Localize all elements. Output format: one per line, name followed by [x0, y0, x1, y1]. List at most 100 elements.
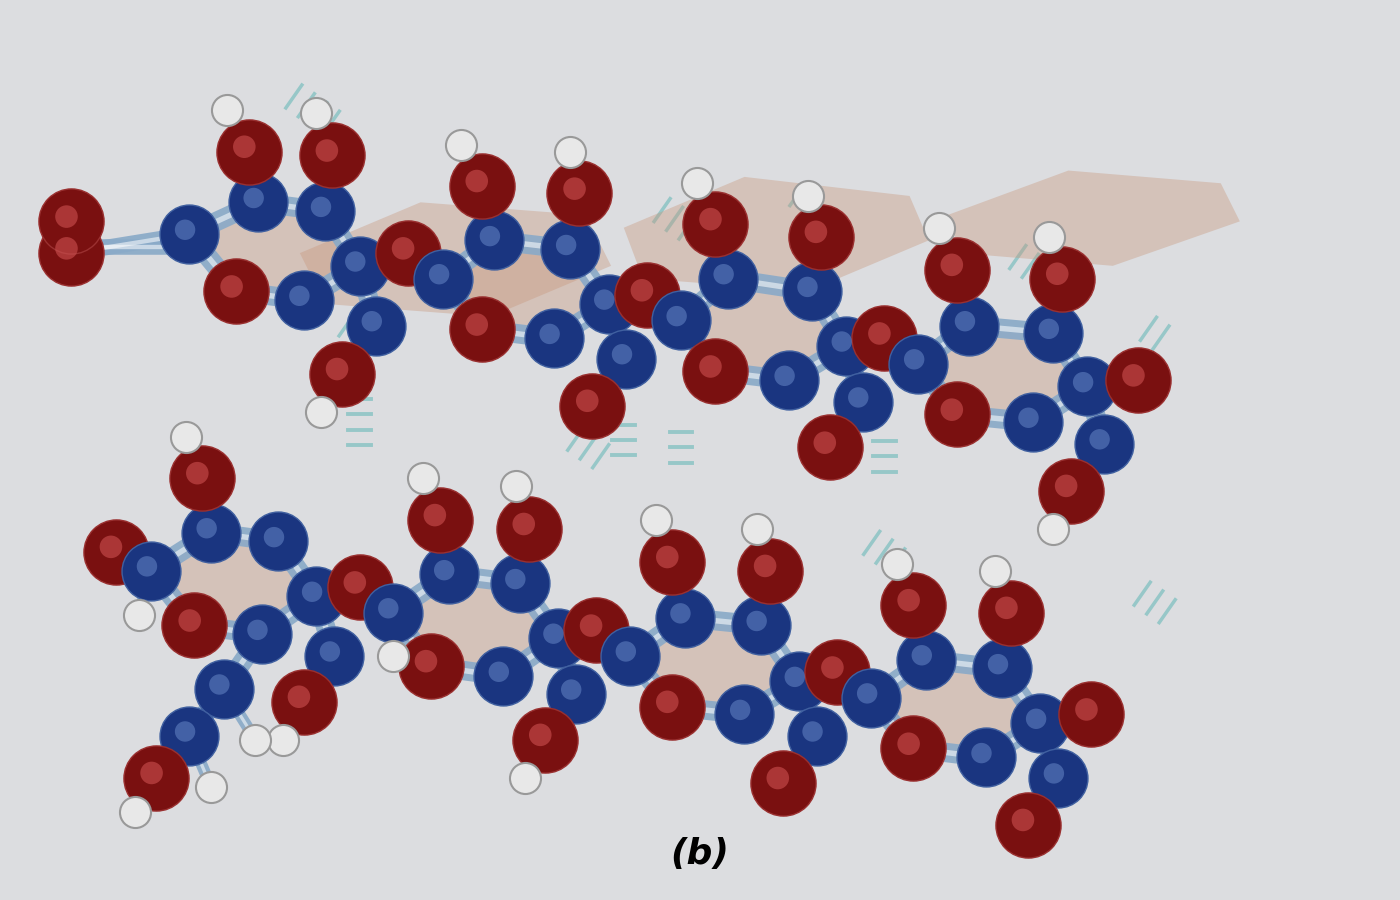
Point — [868, 327, 890, 341]
Point — [661, 699, 683, 714]
Point — [470, 322, 493, 337]
Point — [598, 297, 620, 311]
Point — [661, 554, 683, 569]
Polygon shape — [189, 202, 360, 300]
Point — [99, 540, 122, 554]
Point — [60, 214, 83, 229]
Point — [704, 217, 727, 231]
Point — [805, 729, 827, 743]
Point — [1018, 410, 1040, 425]
Point — [504, 479, 526, 493]
Point — [1042, 326, 1064, 340]
Point — [365, 319, 388, 333]
Point — [1127, 373, 1149, 387]
Point — [315, 143, 337, 157]
Point — [140, 766, 162, 780]
Point — [209, 678, 231, 692]
Point — [657, 550, 679, 564]
Point — [136, 559, 158, 573]
Point — [412, 471, 434, 485]
Point — [288, 689, 311, 704]
Point — [60, 246, 83, 260]
Point — [970, 746, 993, 760]
Point — [414, 654, 437, 669]
Point — [392, 241, 414, 256]
Point — [991, 662, 1014, 676]
Point — [1046, 266, 1068, 281]
Point — [305, 106, 328, 121]
Point — [941, 257, 963, 272]
Point — [1039, 230, 1061, 244]
Point — [323, 649, 346, 663]
Point — [805, 225, 827, 239]
Point — [860, 690, 882, 705]
Point — [822, 661, 844, 675]
Point — [563, 182, 585, 196]
Point — [1051, 271, 1074, 285]
Point — [750, 618, 773, 633]
Point — [886, 557, 909, 572]
Point — [717, 271, 739, 285]
Point — [433, 563, 455, 578]
Point — [213, 681, 235, 696]
Point — [349, 258, 371, 273]
Point — [479, 229, 501, 243]
Point — [619, 649, 641, 663]
Point — [309, 200, 332, 214]
Point — [272, 733, 294, 747]
Point — [564, 687, 587, 701]
Point — [466, 318, 489, 332]
Point — [55, 210, 77, 224]
Point — [251, 627, 273, 642]
Point — [349, 580, 371, 594]
Point — [424, 508, 447, 522]
Point — [554, 238, 577, 252]
Point — [669, 313, 692, 328]
Point — [123, 805, 146, 819]
Point — [636, 288, 658, 302]
Point — [801, 724, 823, 739]
Point — [508, 576, 531, 590]
Point — [183, 618, 206, 633]
Point — [995, 600, 1018, 615]
Point — [539, 327, 561, 341]
Polygon shape — [630, 617, 799, 715]
Point — [174, 724, 196, 739]
Point — [855, 686, 878, 700]
Point — [945, 407, 967, 421]
Point — [146, 770, 168, 785]
Polygon shape — [918, 326, 1088, 422]
Point — [559, 242, 581, 256]
Point — [216, 103, 238, 117]
Point — [504, 572, 526, 586]
Point — [1047, 770, 1070, 785]
Point — [910, 648, 932, 662]
Point — [585, 623, 608, 637]
Point — [263, 530, 286, 544]
Point — [1060, 483, 1082, 498]
Point — [615, 351, 637, 365]
Point — [560, 682, 582, 697]
Point — [1029, 716, 1051, 730]
Point — [784, 670, 806, 684]
Point — [1022, 415, 1044, 429]
Point — [178, 729, 200, 743]
Point — [897, 593, 920, 608]
Point — [983, 563, 1005, 578]
Point — [809, 230, 832, 244]
Point — [293, 694, 315, 708]
Point — [330, 366, 353, 381]
Point — [559, 144, 581, 158]
Point — [686, 176, 708, 191]
Point — [1093, 436, 1116, 451]
Point — [1042, 522, 1064, 536]
Point — [428, 267, 451, 282]
Point — [753, 559, 776, 573]
Point — [246, 623, 269, 637]
Point — [987, 657, 1009, 671]
Point — [778, 373, 801, 387]
Point — [242, 191, 265, 205]
Point — [542, 626, 564, 641]
Point — [305, 589, 328, 603]
Point — [745, 614, 767, 628]
